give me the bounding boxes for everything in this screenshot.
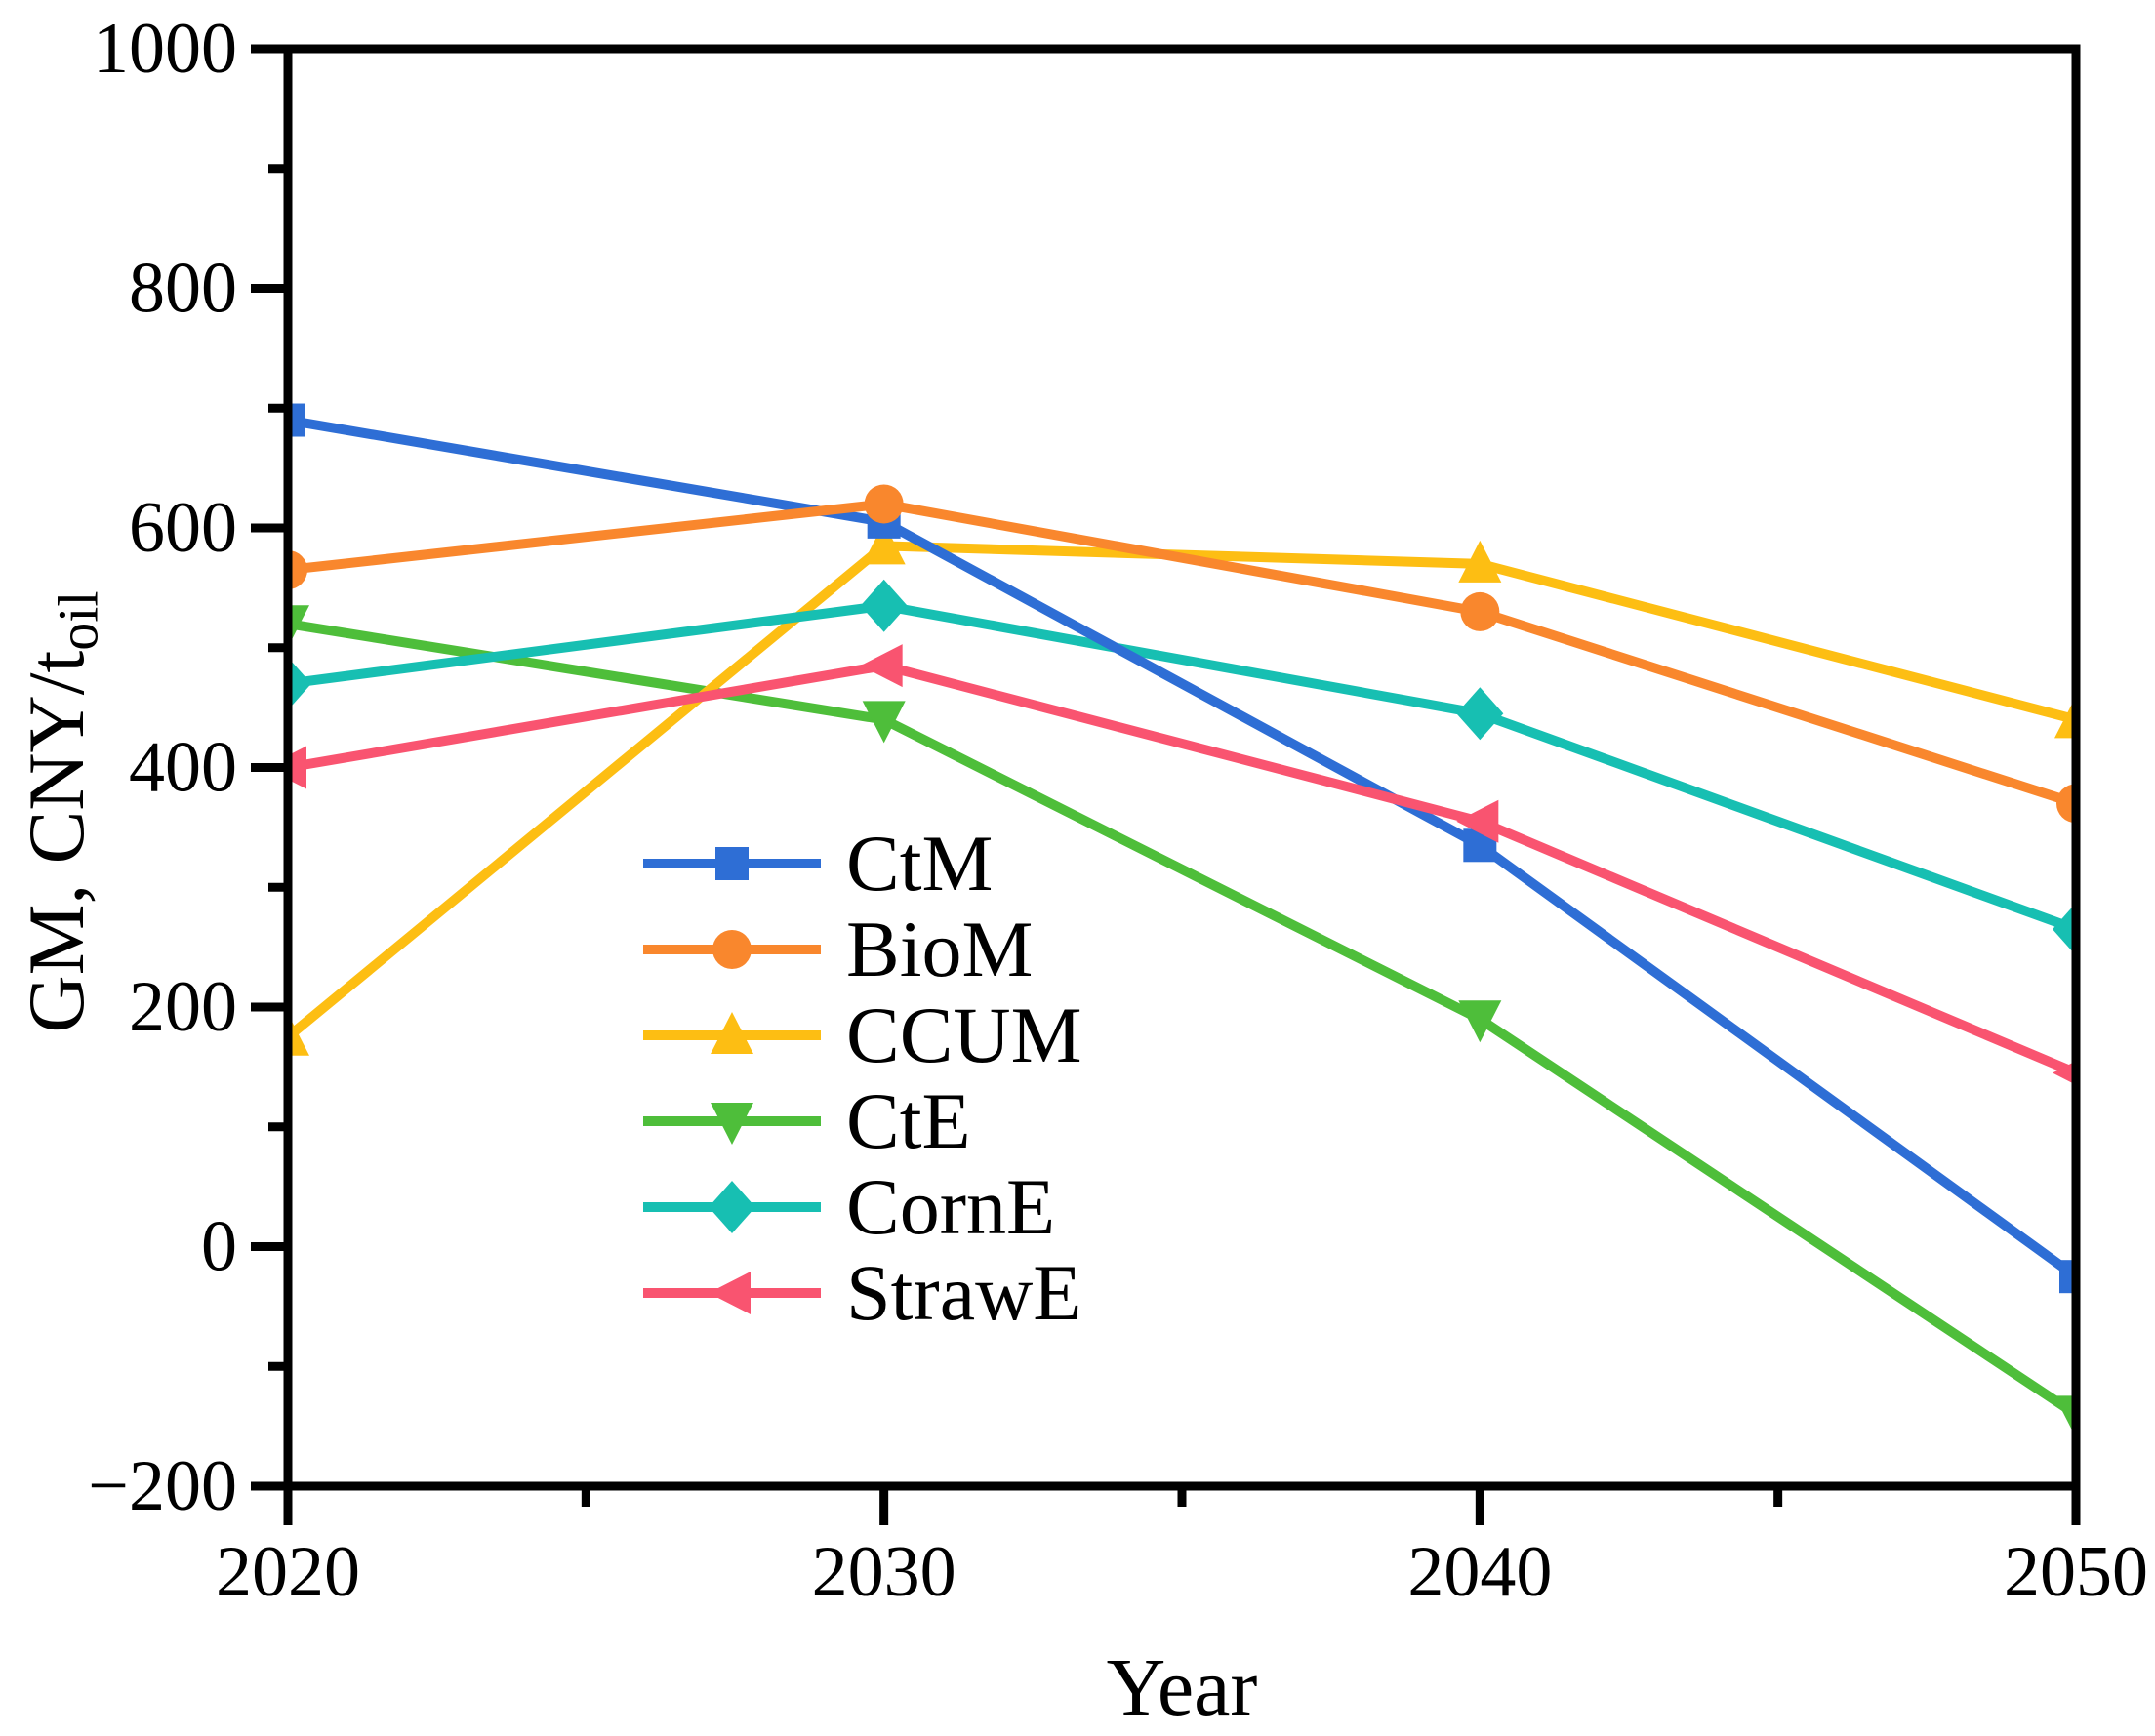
y-tick-label: 600: [129, 488, 237, 568]
marker-square: [715, 847, 749, 880]
y-axis-title-subscript: oil: [46, 590, 110, 651]
legend-item-strawe: StrawE: [639, 1250, 1082, 1336]
legend-marker-square-icon: [643, 847, 821, 880]
legend-marker-triangle-left-icon: [643, 1272, 821, 1314]
marker-triangle-up: [2054, 696, 2077, 739]
legend-label: BioM: [846, 905, 1034, 993]
y-axis-title-main: GM, CNY/t: [12, 650, 101, 1033]
legend-marker-triangle-down-icon: [643, 1103, 821, 1145]
legend-label: StrawE: [846, 1248, 1082, 1337]
marker-diamond: [287, 657, 311, 710]
marker-triangle-up: [711, 1012, 753, 1054]
legend-label: CCUM: [846, 990, 1082, 1079]
marker-triangle-left: [860, 644, 903, 688]
y-tick-label: 0: [201, 1207, 237, 1287]
y-tick-label: −200: [88, 1446, 237, 1526]
legend-label: CornE: [846, 1162, 1056, 1251]
legend-item-cte: CtE: [639, 1078, 1082, 1164]
series-corne: [287, 579, 2077, 956]
marker-circle: [712, 930, 752, 969]
marker-triangle-down: [287, 605, 309, 648]
legend-label: CtE: [846, 1076, 971, 1165]
legend-marker-circle-icon: [643, 930, 821, 969]
marker-triangle-down: [2054, 1395, 2077, 1438]
x-tick-label: 2040: [1407, 1532, 1552, 1612]
x-tick-label: 2020: [216, 1532, 360, 1612]
legend-item-ccum: CCUM: [639, 992, 1082, 1078]
legend-label: CtM: [846, 819, 994, 908]
marker-triangle-up: [1458, 540, 1502, 583]
marker-circle: [1460, 591, 1500, 631]
series-line-corne: [287, 600, 2077, 934]
series-line-strawe: [287, 661, 2077, 1078]
axis-frame: [283, 44, 2081, 1491]
y-tick-label: 200: [129, 967, 237, 1047]
marker-triangle-left: [2053, 1060, 2077, 1086]
legend: CtM BioM CCUM CtE CornE StrawE: [639, 821, 1082, 1336]
marker-circle: [864, 484, 904, 524]
marker-triangle-up: [862, 522, 906, 565]
y-tick-label: 400: [129, 728, 237, 808]
legend-marker-diamond-icon: [643, 1181, 821, 1233]
marker-triangle-up: [287, 1013, 309, 1056]
series-cte: [287, 605, 2077, 1438]
y-tick-label: 1000: [93, 9, 237, 89]
marker-triangle-down: [711, 1103, 753, 1145]
legend-item-biom: BioM: [639, 907, 1082, 992]
marker-diamond: [1456, 687, 1504, 741]
marker-triangle-down: [1458, 1000, 1502, 1043]
series-line-biom: [287, 499, 2077, 809]
x-axis-title: Year: [1106, 1642, 1258, 1733]
x-tick-label: 2030: [812, 1532, 956, 1612]
series-layer: [287, 403, 2077, 1438]
marker-diamond: [2053, 903, 2077, 956]
marker-triangle-left: [709, 1272, 751, 1314]
y-tick-label: 800: [129, 249, 237, 329]
y-axis-title: GM, CNY/toil: [12, 590, 110, 1032]
marker-diamond: [860, 579, 908, 632]
marker-triangle-left: [1456, 799, 1499, 843]
series-line-cte: [287, 619, 2077, 1419]
series-line-ctm: [287, 415, 2077, 1281]
legend-item-ctm: CtM: [639, 821, 1082, 907]
legend-item-corne: CornE: [639, 1164, 1082, 1250]
series-ccum: [287, 522, 2077, 1056]
x-tick-label: 2050: [2004, 1532, 2148, 1612]
marker-diamond: [709, 1181, 755, 1233]
legend-marker-triangle-up-icon: [643, 1012, 821, 1054]
marker-triangle-down: [862, 701, 906, 744]
